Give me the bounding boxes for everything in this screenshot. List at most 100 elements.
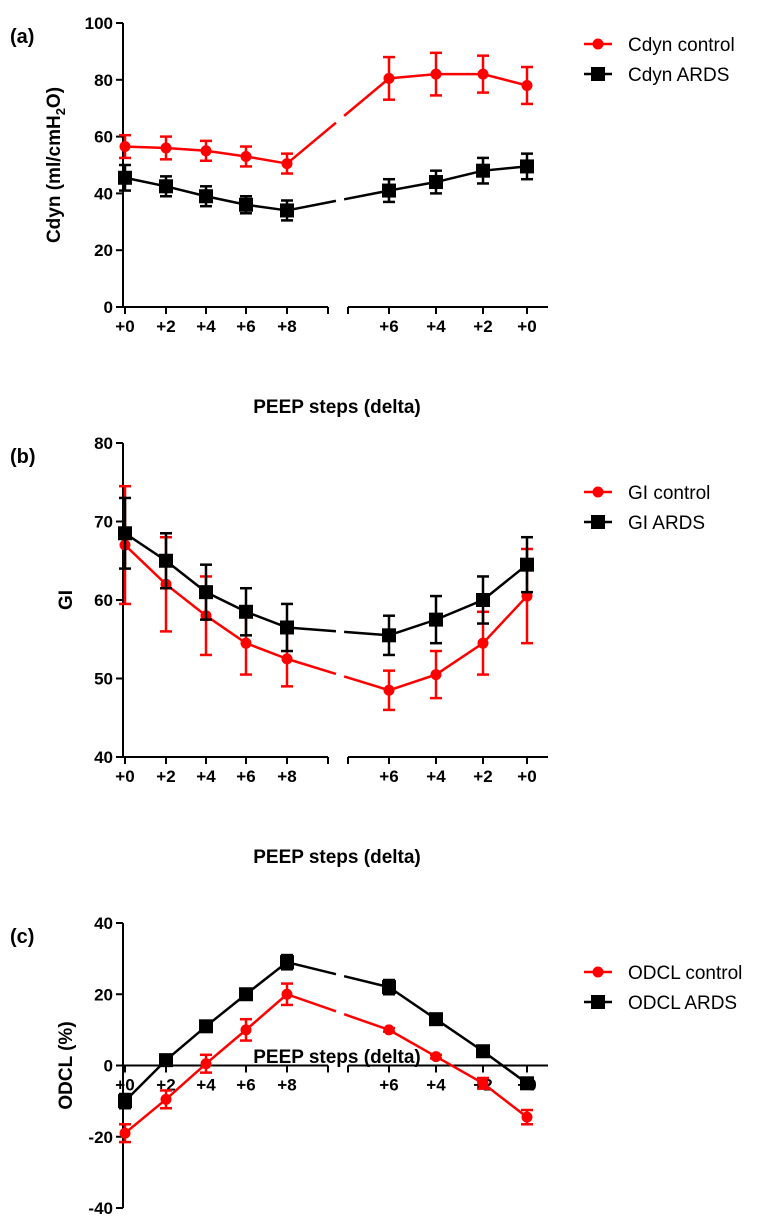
x-tick-label: +2 xyxy=(473,767,492,786)
data-point xyxy=(240,1024,252,1036)
x-tick-label: +0 xyxy=(115,767,134,786)
data-point xyxy=(199,189,213,204)
y-tick-label: 60 xyxy=(94,591,113,610)
series-control xyxy=(119,51,533,175)
panel-label: (c) xyxy=(10,926,34,948)
data-point xyxy=(160,142,172,154)
data-point xyxy=(118,526,132,541)
x-tick-label: +6 xyxy=(236,317,255,336)
data-point xyxy=(383,1024,395,1036)
y-axis-title: ODCL (%) xyxy=(56,1021,77,1109)
data-point xyxy=(477,68,489,80)
data-point xyxy=(521,1111,533,1123)
data-point xyxy=(382,980,396,995)
series-line-bridge xyxy=(343,77,390,117)
y-tick-label: 0 xyxy=(104,298,113,317)
panel-label: (b) xyxy=(10,446,36,468)
data-point xyxy=(281,988,293,1000)
x-tick-label: +8 xyxy=(277,317,296,336)
data-point xyxy=(430,1051,442,1063)
series-control xyxy=(119,982,533,1144)
series-line-bridge xyxy=(286,657,337,676)
data-point xyxy=(382,628,396,643)
data-point xyxy=(159,1053,173,1068)
y-axis-title-end: O) xyxy=(44,87,65,108)
data-point xyxy=(476,1044,490,1059)
data-point xyxy=(159,553,173,568)
x-tick-label: +4 xyxy=(196,1076,216,1095)
series-line xyxy=(388,72,528,87)
data-point xyxy=(520,1076,534,1091)
series-ards xyxy=(118,496,534,657)
data-point xyxy=(476,163,490,178)
x-axis-title: PEEP steps (delta) xyxy=(253,847,421,868)
data-point xyxy=(430,68,442,80)
x-tick-label: +2 xyxy=(156,767,175,786)
data-point xyxy=(477,637,489,649)
x-tick-label: +0 xyxy=(115,317,134,336)
data-point xyxy=(281,653,293,665)
x-tick-label: +4 xyxy=(426,1076,446,1095)
data-point xyxy=(240,637,252,649)
y-tick-label: 80 xyxy=(94,71,113,90)
series-line-bridge xyxy=(286,626,337,633)
legend-marker xyxy=(592,486,604,498)
y-axis-title-main: GI xyxy=(56,590,77,610)
y-tick-label: 20 xyxy=(94,985,113,1004)
series-line xyxy=(388,986,528,1085)
legend-item: GI control xyxy=(584,483,710,504)
y-axis-title-subscript: 2 xyxy=(53,108,68,115)
data-point xyxy=(520,159,534,174)
legend-marker xyxy=(592,966,604,978)
y-tick-label: -20 xyxy=(88,1128,113,1147)
data-point xyxy=(280,955,294,970)
series-line xyxy=(388,165,528,192)
series-ards xyxy=(118,152,534,222)
series-line-bridge xyxy=(286,960,337,976)
x-tick-label: +4 xyxy=(196,767,216,786)
series-ards xyxy=(118,953,534,1110)
data-point xyxy=(280,620,294,635)
data-point xyxy=(118,1094,132,1109)
data-point xyxy=(239,604,253,619)
x-tick-label: +4 xyxy=(426,767,446,786)
data-point xyxy=(383,72,395,84)
x-axis-title: PEEP steps (delta) xyxy=(253,397,421,418)
legend-label: GI ARDS xyxy=(628,513,705,534)
series-line-bridge xyxy=(343,675,390,692)
panel-label: (a) xyxy=(10,26,34,48)
series-line-bridge xyxy=(343,189,390,201)
series-line-bridge xyxy=(286,993,337,1013)
data-point xyxy=(200,1058,212,1070)
y-tick-label: 50 xyxy=(94,670,113,689)
y-tick-label: 70 xyxy=(94,513,113,532)
y-axis-title-main: Cdyn (ml/cmH xyxy=(44,115,65,243)
y-axis-title: GI xyxy=(56,590,77,610)
data-point xyxy=(199,1019,213,1034)
x-tick-label: +0 xyxy=(517,767,536,786)
legend-item: ODCL control xyxy=(584,963,742,984)
data-point xyxy=(429,612,443,627)
y-tick-label: 80 xyxy=(94,434,113,453)
y-tick-label: 60 xyxy=(94,128,113,147)
legend-label: Cdyn control xyxy=(628,35,735,56)
legend-marker xyxy=(591,67,605,81)
data-point xyxy=(239,987,253,1002)
legend-label: GI control xyxy=(628,483,710,504)
y-tick-label: 100 xyxy=(85,14,113,33)
x-tick-label: +0 xyxy=(517,317,536,336)
series-line xyxy=(388,595,528,692)
x-tick-label: +6 xyxy=(379,767,398,786)
data-point xyxy=(477,1077,489,1089)
data-point xyxy=(160,1093,172,1105)
y-tick-label: 20 xyxy=(94,241,113,260)
x-axis-title: PEEP steps (delta) xyxy=(253,1047,421,1068)
legend-label: ODCL ARDS xyxy=(628,993,737,1014)
x-tick-label: +2 xyxy=(156,317,175,336)
data-point xyxy=(520,557,534,572)
y-tick-label: 0 xyxy=(104,1057,113,1076)
data-point xyxy=(159,179,173,194)
x-tick-label: +4 xyxy=(426,317,446,336)
legend-marker xyxy=(591,995,605,1009)
